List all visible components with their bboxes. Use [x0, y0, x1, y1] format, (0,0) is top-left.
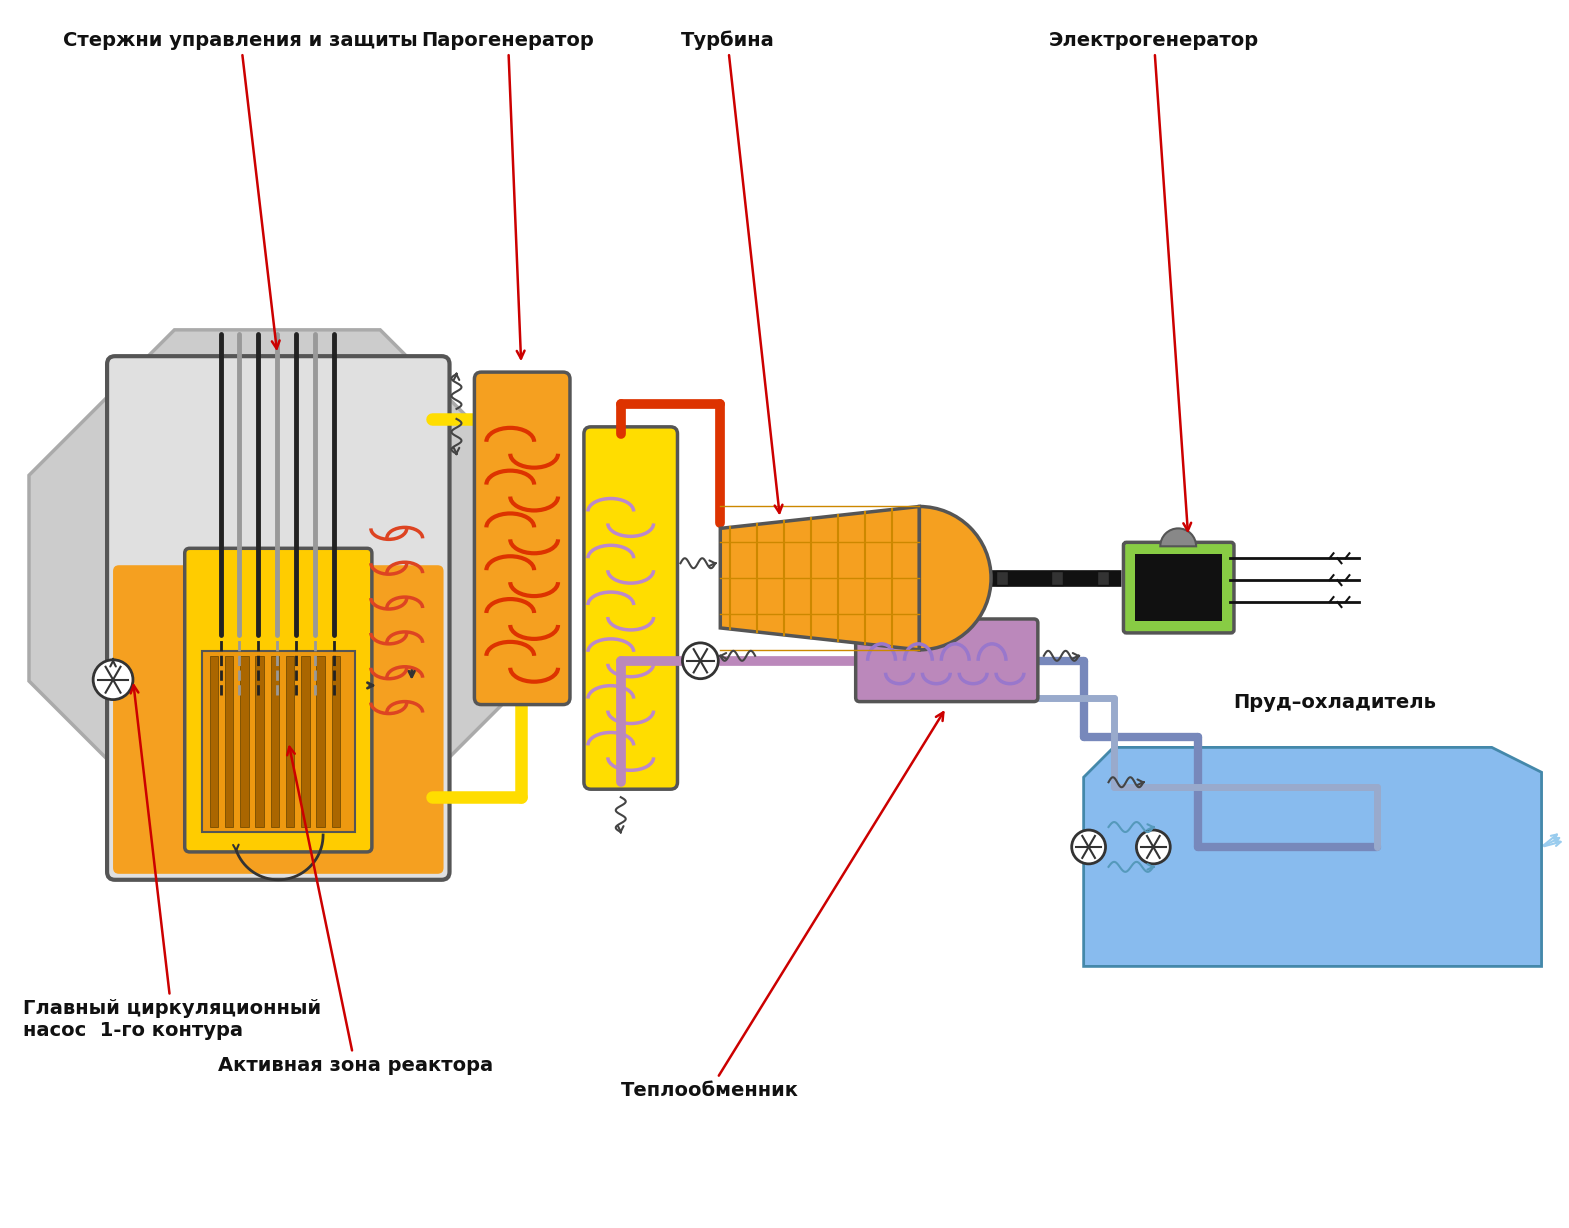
Bar — [1097, 571, 1109, 585]
Bar — [240, 656, 248, 826]
Bar — [202, 651, 355, 833]
Bar — [331, 656, 340, 826]
Text: Парогенератор: Парогенератор — [422, 31, 595, 359]
Text: Активная зона реактора: Активная зона реактора — [218, 747, 493, 1074]
Text: Пруд–охладитель: Пруд–охладитель — [1233, 693, 1436, 711]
Bar — [271, 656, 279, 826]
Polygon shape — [1084, 748, 1542, 966]
Polygon shape — [28, 330, 526, 826]
Bar — [286, 656, 295, 826]
FancyBboxPatch shape — [107, 356, 450, 879]
Bar — [317, 656, 325, 826]
Text: Теплообменник: Теплообменник — [621, 712, 943, 1100]
FancyBboxPatch shape — [113, 565, 444, 874]
Bar — [996, 571, 1007, 585]
FancyBboxPatch shape — [1123, 543, 1233, 632]
Bar — [1051, 571, 1062, 585]
Text: Стержни управления и защиты: Стержни управления и защиты — [63, 31, 417, 349]
Polygon shape — [720, 506, 919, 650]
Bar — [301, 656, 309, 826]
Circle shape — [683, 643, 719, 679]
FancyBboxPatch shape — [474, 372, 570, 705]
Wedge shape — [1161, 528, 1196, 546]
Bar — [224, 656, 234, 826]
FancyBboxPatch shape — [584, 427, 678, 790]
Text: Турбина: Турбина — [681, 29, 783, 513]
Circle shape — [93, 659, 133, 700]
Text: Главный циркуляционный
насос  1-го контура: Главный циркуляционный насос 1-го контур… — [24, 685, 322, 1040]
Circle shape — [1072, 830, 1106, 863]
Bar — [256, 656, 264, 826]
Wedge shape — [919, 506, 992, 650]
Circle shape — [1136, 830, 1170, 863]
FancyBboxPatch shape — [855, 619, 1037, 701]
Bar — [1136, 554, 1222, 621]
FancyBboxPatch shape — [185, 548, 372, 852]
Bar — [210, 656, 218, 826]
Text: Электрогенератор: Электрогенератор — [1048, 31, 1258, 530]
